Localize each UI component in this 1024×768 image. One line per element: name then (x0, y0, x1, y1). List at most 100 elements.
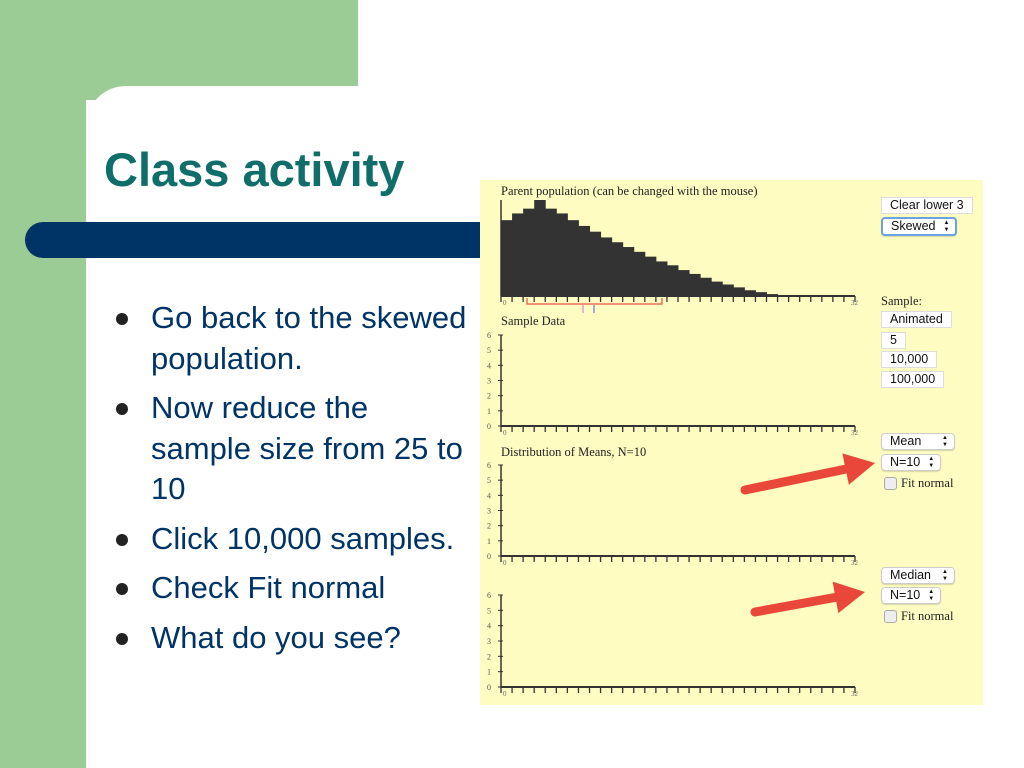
bullet-text: Now reduce the sample size from 25 to 10 (151, 390, 463, 506)
histogram-bar (633, 251, 646, 296)
histogram-bar (600, 237, 613, 296)
y-tick-label: 3 (487, 507, 491, 516)
histogram-bar (501, 220, 513, 296)
y-tick-label: 1 (487, 668, 491, 677)
y-tick-label: 3 (487, 377, 491, 386)
y-tick-label: 3 (487, 637, 491, 646)
title-divider-bar (25, 222, 495, 258)
clear-lower-button[interactable]: Clear lower 3 (881, 197, 973, 214)
histogram-bar (578, 225, 590, 296)
histogram-bar (711, 281, 723, 296)
statistic-select-1[interactable]: Mean ▲ ▼ (881, 433, 955, 450)
y-tick-label: 6 (487, 461, 491, 470)
bullet-list: Go back to the skewed population. Now re… (112, 298, 472, 667)
histogram-bar (589, 231, 602, 296)
y-tick-label: 2 (487, 652, 491, 661)
select-arrows-icon: ▲ ▼ (942, 569, 948, 582)
sample-size-select-1[interactable]: N=10 ▲ ▼ (881, 454, 942, 471)
histogram-bar (678, 270, 690, 296)
green-side-strip (0, 0, 86, 768)
arrow-shaft (740, 464, 851, 495)
x-tick-label: 32 (851, 299, 859, 307)
y-tick-label: 6 (487, 331, 491, 340)
select-arrows-icon: ▲ ▼ (943, 220, 950, 233)
population-select-value: Skewed (891, 219, 936, 233)
y-tick-label: 1 (487, 407, 491, 416)
bullet-item: Click 10,000 samples. (112, 519, 472, 560)
y-tick-label: 5 (487, 476, 491, 485)
histogram-bar (722, 284, 734, 296)
histogram-bar (666, 265, 679, 296)
population-select[interactable]: Skewed ▲ ▼ (881, 217, 958, 236)
y-tick-label: 4 (487, 491, 491, 500)
histogram-bar (744, 290, 756, 296)
histogram-bar (733, 287, 745, 296)
sample-size-select-1-value: N=10 (890, 455, 921, 469)
histogram-bar (689, 273, 701, 296)
histogram-bar (644, 256, 657, 296)
bullet-icon (116, 403, 128, 415)
animated-button[interactable]: Animated (881, 311, 952, 328)
histogram-bar (545, 208, 557, 296)
x-tick-label: 0 (503, 559, 507, 567)
bullet-item: Now reduce the sample size from 25 to 10 (112, 388, 472, 510)
histogram-bar (655, 261, 668, 296)
y-tick-label: 0 (487, 683, 491, 692)
bullet-text: Check Fit normal (151, 570, 386, 605)
x-tick-label: 0 (503, 429, 507, 437)
means-distribution-title: Distribution of Means, N=10 (501, 445, 647, 459)
x-tick-label: 32 (851, 429, 859, 437)
arrow-to-sample-size-1-icon (740, 453, 875, 495)
sample-data-title: Sample Data (501, 314, 566, 328)
histogram-bar (700, 277, 712, 296)
bullet-item: What do you see? (112, 618, 472, 659)
y-tick-label: 6 (487, 591, 491, 600)
arrow-head (832, 581, 865, 614)
bullet-text: Click 10,000 samples. (151, 520, 455, 556)
y-tick-label: 4 (487, 622, 491, 631)
sample-5-button[interactable]: 5 (881, 332, 906, 349)
sample-size-select-2-value: N=10 (890, 588, 921, 602)
sample-range-bracket (526, 298, 663, 305)
histogram-bar (556, 213, 568, 296)
bullet-icon (116, 533, 128, 546)
bullet-text: What do you see? (151, 619, 401, 655)
histogram-bar (512, 213, 524, 296)
fit-normal-checkbox-2[interactable] (884, 610, 897, 623)
y-tick-label: 2 (487, 392, 491, 401)
applet-charts: 0 32 0 32 0 1 2 3 4 5 6 0 32 0 1 2 3 4 5 6 0 32 0 1 2 3 4 5 6 (487, 200, 875, 698)
select-arrows-icon: ▲ ▼ (928, 589, 935, 602)
bullet-text: Go back to the skewed population. (151, 300, 467, 376)
sampling-applet-screenshot: 0 32 0 32 0 1 2 3 4 5 6 0 32 0 1 2 3 4 5 6 0 32 0 1 2 3 4 5 6 Parent… (480, 180, 983, 705)
fit-normal-checkbox-1[interactable] (884, 477, 897, 490)
fit-normal-label-2: Fit normal (901, 609, 954, 623)
sample-size-select-2[interactable]: N=10 ▲ ▼ (881, 587, 942, 604)
histogram-bar (611, 242, 624, 296)
parent-population-title: Parent population (can be changed with t… (501, 184, 758, 198)
histogram-bar (622, 247, 635, 296)
select-arrows-icon: ▲ ▼ (942, 435, 948, 448)
histogram-bar (567, 220, 579, 296)
bullet-icon (116, 632, 128, 645)
y-tick-label: 5 (487, 346, 491, 355)
statistic-select-2[interactable]: Median ▲ ▼ (881, 567, 955, 584)
arrow-to-sample-size-2-icon (750, 581, 865, 617)
y-tick-label: 5 (487, 606, 491, 615)
y-tick-label: 0 (487, 552, 491, 561)
x-tick-label: 0 (503, 299, 507, 307)
histogram-bar (523, 208, 535, 296)
sample-10000-button[interactable]: 10,000 (881, 351, 938, 368)
y-tick-label: 4 (487, 361, 491, 370)
sample-100000-button[interactable]: 100,000 (881, 371, 945, 388)
bullet-icon (116, 313, 128, 325)
select-arrows-icon: ▲ ▼ (928, 456, 935, 469)
histogram-bar (755, 292, 767, 296)
bullet-item: Check Fit normal (112, 568, 472, 609)
x-tick-label: 32 (851, 690, 859, 698)
y-tick-label: 0 (487, 422, 491, 431)
statistic-select-2-value: Median (890, 568, 931, 582)
arrow-shaft (750, 592, 840, 617)
statistic-select-1-value: Mean (890, 434, 922, 448)
y-tick-label: 1 (487, 537, 491, 546)
bullet-icon (116, 583, 128, 595)
